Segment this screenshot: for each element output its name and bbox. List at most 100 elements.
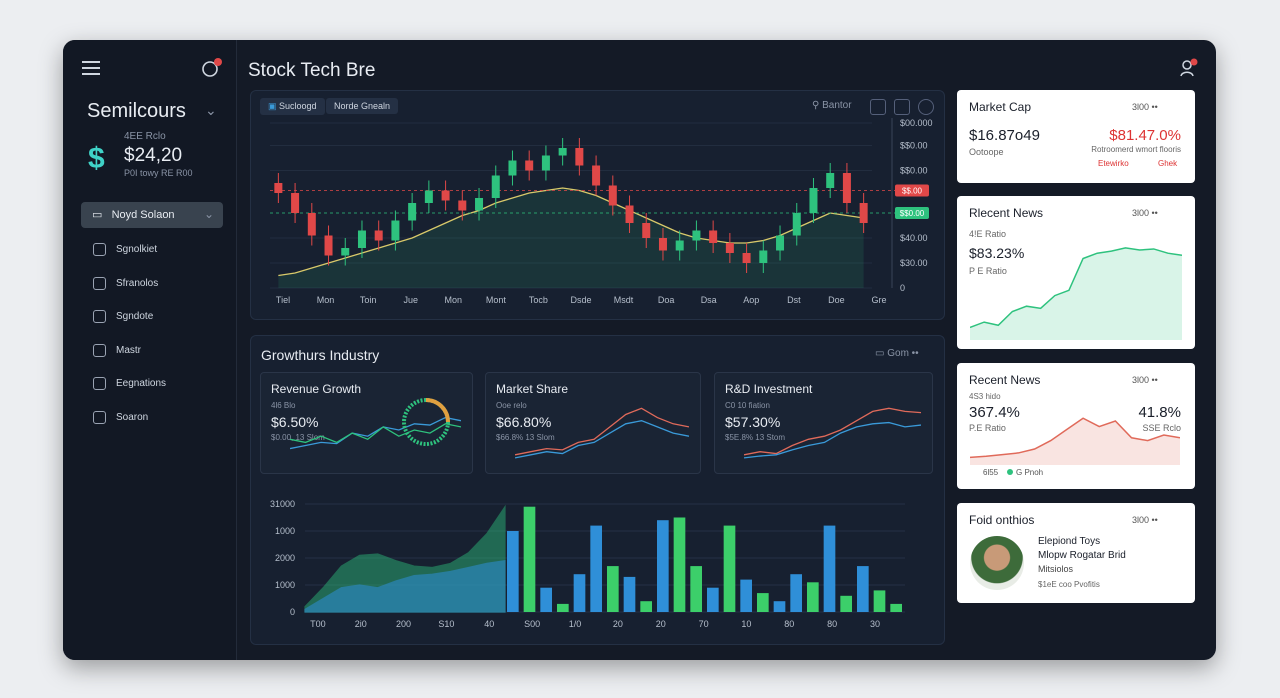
x-tick-label: Dst [787, 295, 801, 305]
x-tick-label: Mont [486, 295, 507, 305]
candle-body [491, 175, 500, 198]
price-panel [250, 90, 945, 320]
sparkline-line [744, 407, 921, 456]
candle-body [525, 160, 534, 171]
gauge [402, 398, 450, 446]
candle-body [307, 213, 316, 236]
card-change: $81.47.0% [1109, 127, 1181, 144]
bar [640, 601, 652, 612]
nav-icon [93, 410, 106, 424]
x-tick-label: 1/0 [569, 619, 582, 629]
candle-body [441, 190, 450, 201]
bar [707, 587, 719, 612]
sparkline-area [970, 247, 1182, 340]
metric-value: $57.30% [725, 414, 781, 430]
x-tick-label: Tocb [529, 295, 548, 305]
x-tick-label: 30 [870, 619, 880, 629]
chevron[interactable]: ⌄ [205, 102, 217, 118]
toolbar-button[interactable]: Norde Gnealn [326, 98, 399, 114]
bar [540, 587, 552, 612]
section-more[interactable]: ▭ Gom •• [875, 348, 919, 359]
nav-icon [93, 276, 106, 290]
candle-body [725, 243, 734, 253]
x-tick-label: 10 [741, 619, 751, 629]
bar [557, 603, 569, 612]
candle-body [391, 220, 400, 241]
x-tick-label: 70 [699, 619, 709, 629]
price-tag-label: $$.00 [902, 187, 923, 196]
tool-icon[interactable] [894, 99, 910, 115]
metric-title: Market Share [496, 382, 569, 396]
candle-body [842, 173, 851, 203]
x-tick-label: Gre [871, 295, 886, 305]
nav-item: Sgndote [116, 311, 154, 322]
x-tick-label: Jue [403, 295, 418, 305]
nav-icon [93, 377, 106, 390]
candle-body [408, 203, 417, 221]
bar [857, 566, 869, 612]
candle-body [291, 193, 300, 213]
x-tick-label: T00 [310, 619, 326, 629]
y-tick-label: $40.00 [900, 233, 928, 243]
search[interactable]: ⚲ Bantor [812, 100, 852, 111]
user-icon[interactable] [1178, 57, 1202, 79]
dollar-icon: $ [88, 142, 105, 175]
tool-icon[interactable] [870, 99, 886, 115]
stat-label: 4EE Rclo [124, 131, 166, 142]
nav-item: Mastr [116, 344, 141, 356]
x-tick-label: Toin [360, 295, 377, 305]
y-tick-label: $30.00 [900, 258, 928, 268]
sparkline-line [515, 420, 689, 459]
metric-value: $6.50% [271, 414, 319, 430]
candle-body [625, 205, 634, 223]
metric-card [260, 372, 473, 474]
notification-icon[interactable] [200, 56, 226, 80]
x-tick-label: Aop [743, 295, 759, 305]
bar [607, 566, 619, 612]
x-tick-label: 40 [484, 619, 494, 629]
bar [873, 590, 886, 612]
x-tick-label: Mon [445, 295, 463, 305]
y-tick-label: 1000 [275, 526, 295, 536]
card-title: Rlecent News [969, 206, 1044, 220]
chevron: ⌄ [204, 207, 215, 221]
tool-icon[interactable] [918, 99, 934, 115]
more-label: Gom •• [887, 348, 919, 359]
candle-body [357, 230, 366, 248]
nav-item: Soaron [116, 411, 149, 423]
toolbar-button[interactable]: ▣ Sucloogd [260, 98, 325, 115]
candle-body [575, 148, 584, 166]
card-label: 4S3 hido [969, 392, 1001, 401]
x-tick-label: 80 [827, 619, 837, 629]
bar [807, 582, 819, 612]
candle-body [508, 160, 517, 176]
legend-item: 6l55 [983, 468, 999, 477]
metric-note: $66.8% 13 Slom [496, 433, 555, 442]
candle-body [608, 185, 617, 206]
food-name: Elepiond Toys [1038, 536, 1101, 547]
x-tick-label: Dsde [570, 295, 591, 305]
x-tick-label: Doe [828, 295, 845, 305]
candle-body [709, 230, 718, 243]
card-title: Recent News [969, 373, 1041, 387]
card-more: 3l00 •• [1132, 102, 1158, 112]
menu-icon[interactable] [80, 58, 102, 78]
sparkline [970, 417, 1180, 465]
volume-chart: 0 1000 2000 1000 31000 T00 2i0 200 S10 40 S00 1/0 20… [270, 499, 905, 629]
candle-body [541, 155, 550, 171]
card [957, 196, 1195, 349]
x-tick-label: 20 [656, 619, 666, 629]
sparkline [970, 247, 1182, 340]
y-tick-label: 0 [900, 283, 905, 293]
bar [840, 595, 852, 612]
bar [573, 574, 586, 612]
x-tick-label: 20 [613, 619, 623, 629]
y-tick-label: $00.000 [900, 118, 933, 128]
card-note: P E Ratio [969, 266, 1007, 276]
card [957, 363, 1195, 489]
nav-item: Sgnolkiet [116, 244, 158, 255]
nav-icon [93, 343, 106, 357]
card-value: $16.87o49 [969, 127, 1040, 144]
bar [690, 566, 702, 612]
active-item[interactable] [81, 202, 223, 228]
